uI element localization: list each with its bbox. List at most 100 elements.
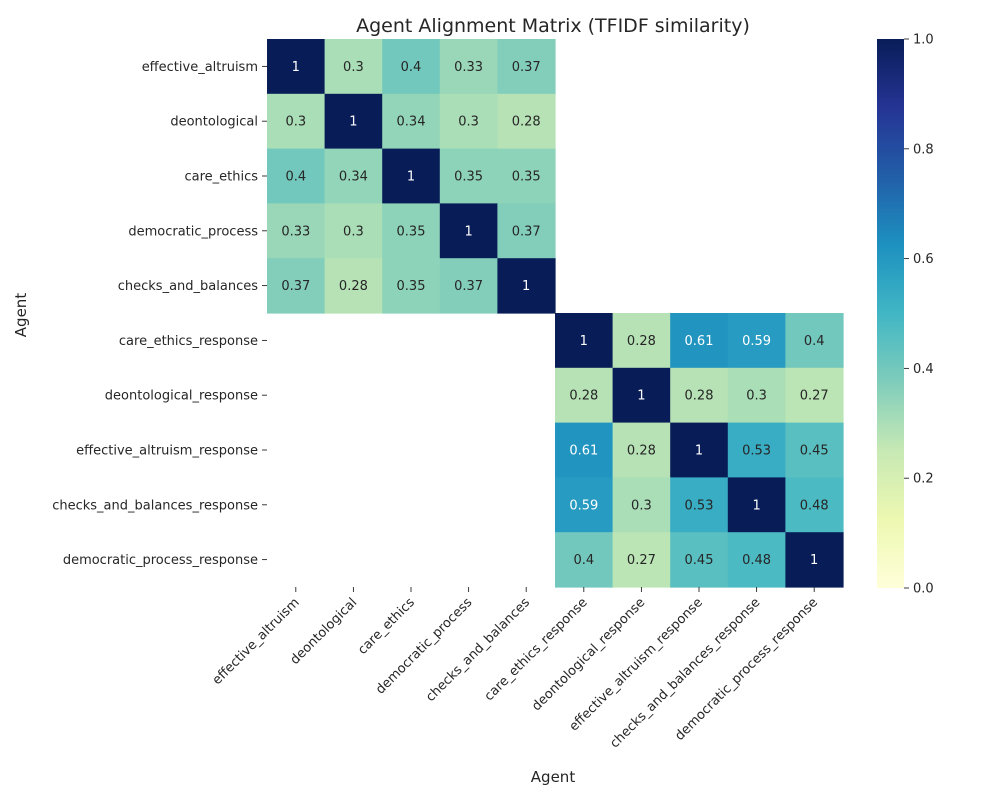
heatmap-cell xyxy=(670,422,729,478)
heatmap-cell xyxy=(267,39,326,95)
x-axis-ticks: effective_altruismdeontologicalcare_ethi… xyxy=(210,587,821,751)
y-axis-label: Agent xyxy=(12,293,30,338)
heatmap-cell xyxy=(670,477,729,533)
cell-value-label: 0.37 xyxy=(281,279,310,294)
cell-value-label: 0.53 xyxy=(742,444,771,459)
heatmap-cell xyxy=(555,477,614,533)
cell-value-label: 0.4 xyxy=(804,334,825,349)
cell-value-label: 1 xyxy=(464,224,472,239)
y-tick-label: checks_and_balances xyxy=(118,279,258,294)
heatmap-cell xyxy=(267,93,326,150)
heatmap-cell xyxy=(439,258,498,314)
cell-value-label: 0.33 xyxy=(281,224,310,239)
cell-value-label: 0.59 xyxy=(569,498,598,513)
cell-value-label: 0.28 xyxy=(627,444,656,459)
heatmap-cell xyxy=(785,367,844,424)
cell-value-label: 0.28 xyxy=(512,115,541,130)
cell-value-label: 0.3 xyxy=(746,389,767,404)
heatmap-cell xyxy=(382,258,441,314)
heatmap-cell xyxy=(267,203,326,259)
heatmap-cell xyxy=(497,258,556,314)
cell-value-label: 0.35 xyxy=(397,224,426,239)
heatmap-cell xyxy=(555,367,614,424)
heatmap-cell xyxy=(612,532,671,588)
cell-value-label: 0.4 xyxy=(285,170,306,185)
cell-value-label: 0.53 xyxy=(685,498,714,513)
heatmap-cell xyxy=(439,203,498,259)
heatmap-cell xyxy=(439,93,498,150)
x-tick-label: deontological_response xyxy=(529,595,648,714)
cell-value-label: 0.61 xyxy=(685,334,714,349)
heatmap-cell xyxy=(324,39,383,95)
cell-value-label: 0.48 xyxy=(742,553,771,568)
heatmap-cell xyxy=(670,532,729,588)
cell-value-label: 0.37 xyxy=(512,224,541,239)
cell-value-label: 0.34 xyxy=(397,115,426,130)
heatmap-cell xyxy=(727,477,786,533)
y-tick-label: democratic_process_response xyxy=(63,553,258,568)
heatmap-cells: 1 0.3 0.4 0.33 0.37 0.3 1 0.34 0.3 0.28 0.4 0.34 1 0.… xyxy=(267,39,844,588)
y-tick-label: deontological xyxy=(170,115,258,130)
colorbar-tick-label: 0.8 xyxy=(913,142,934,157)
heatmap-cell xyxy=(497,93,556,150)
chart-title: Agent Alignment Matrix (TFIDF similarity… xyxy=(356,15,750,37)
cell-value-label: 1 xyxy=(407,170,415,185)
cell-value-label: 0.27 xyxy=(627,553,656,568)
y-tick-label: democratic_process xyxy=(128,224,258,239)
heatmap-cell xyxy=(382,203,441,259)
cell-value-label: 1 xyxy=(752,498,760,513)
y-tick-label: effective_altruism xyxy=(142,60,258,75)
cell-value-label: 0.37 xyxy=(454,279,483,294)
heatmap-cell xyxy=(439,39,498,95)
cell-value-label: 0.34 xyxy=(339,170,368,185)
cell-value-label: 0.35 xyxy=(512,170,541,185)
heatmap-cell xyxy=(612,477,671,533)
x-tick-label: effective_altruism xyxy=(210,595,303,688)
y-tick-label: care_ethics xyxy=(184,170,258,185)
x-tick-label: checks_and_balances xyxy=(423,595,533,705)
heatmap-cell xyxy=(382,93,441,150)
colorbar-tick-label: 1.0 xyxy=(913,33,934,48)
heatmap-cell xyxy=(439,148,498,204)
heatmap-cell xyxy=(670,313,729,369)
x-tick-label: care_ethics xyxy=(355,595,418,658)
cell-value-label: 1 xyxy=(292,60,300,75)
cell-value-label: 0.45 xyxy=(800,444,829,459)
cell-value-label: 0.4 xyxy=(573,553,594,568)
heatmap-cell xyxy=(555,422,614,478)
colorbar-tick-label: 0.2 xyxy=(913,472,934,487)
y-axis-ticks: effective_altruism deontological care_ethi… xyxy=(52,60,267,568)
cell-value-label: 1 xyxy=(695,444,703,459)
heatmap-cell xyxy=(324,93,383,150)
heatmap-cell xyxy=(785,532,844,588)
heatmap-cell xyxy=(324,148,383,204)
cell-value-label: 1 xyxy=(637,389,645,404)
cell-value-label: 0.59 xyxy=(742,334,771,349)
heatmap-cell xyxy=(267,148,326,204)
heatmap-cell xyxy=(612,313,671,369)
colorbar: 0.0 0.2 0.4 0.6 0.8 1.0 xyxy=(877,33,934,597)
heatmap-cell xyxy=(727,532,786,588)
heatmap-cell xyxy=(612,422,671,478)
cell-value-label: 0.35 xyxy=(397,279,426,294)
cell-value-label: 0.3 xyxy=(343,60,364,75)
cell-value-label: 0.48 xyxy=(800,498,829,513)
heatmap-cell xyxy=(670,367,729,424)
heatmap-cell xyxy=(267,258,326,314)
cell-value-label: 1 xyxy=(580,334,588,349)
heatmap-cell xyxy=(785,422,844,478)
y-tick-label: checks_and_balances_response xyxy=(52,498,258,513)
cell-value-label: 0.3 xyxy=(343,224,364,239)
x-tick-label: democratic_process xyxy=(373,595,475,697)
y-tick-label: deontological_response xyxy=(105,389,258,404)
cell-value-label: 0.3 xyxy=(285,115,306,130)
heatmap-cell xyxy=(727,313,786,369)
heatmap-cell xyxy=(785,313,844,369)
cell-value-label: 0.28 xyxy=(339,279,368,294)
colorbar-gradient xyxy=(877,39,904,588)
cell-value-label: 0.27 xyxy=(800,389,829,404)
cell-value-label: 0.45 xyxy=(685,553,714,568)
cell-value-label: 0.4 xyxy=(401,60,422,75)
